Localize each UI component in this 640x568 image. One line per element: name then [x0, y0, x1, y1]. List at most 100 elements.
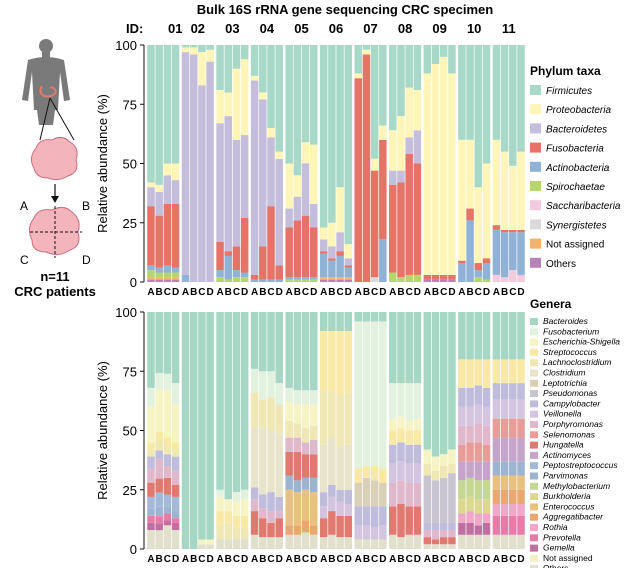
- stacked-bar: [240, 45, 249, 282]
- bar-segment: [397, 312, 405, 384]
- bar-segment: [344, 277, 353, 280]
- bar-segment: [163, 272, 172, 278]
- bar-segment: [198, 312, 206, 540]
- legend-label: Enterococcus: [543, 501, 595, 511]
- bar-segment: [482, 45, 491, 164]
- bar-segment: [336, 447, 344, 490]
- bar-segment: [232, 527, 241, 540]
- legend-swatch: [530, 328, 538, 336]
- sample-label: C: [267, 554, 274, 565]
- sample-label: C: [336, 287, 343, 298]
- stacked-bar: [147, 45, 155, 282]
- legend-label: Fusobacterium: [543, 326, 599, 336]
- bar-segment: [370, 277, 379, 282]
- bar-segment: [301, 454, 310, 478]
- stacked-bar: [474, 312, 483, 549]
- bar-segment: [216, 489, 224, 497]
- legend-swatch: [530, 462, 538, 470]
- legend-swatch: [530, 104, 541, 115]
- legend-title: Phylum taxa: [530, 64, 601, 78]
- bar-segment: [285, 208, 293, 228]
- sample-label: C: [164, 554, 171, 565]
- sample-label: A: [182, 554, 189, 565]
- bar-segment: [500, 461, 509, 476]
- bar-segment: [155, 530, 163, 549]
- patient-id-label: 06: [329, 21, 343, 36]
- sample-label: B: [397, 287, 404, 298]
- bar-segment: [397, 461, 405, 481]
- bar-segment: [181, 52, 190, 275]
- bar-segment: [482, 258, 491, 264]
- bar-segment: [509, 515, 517, 535]
- bar-segment: [500, 151, 509, 230]
- legend-swatch: [530, 410, 538, 418]
- bar-segment: [267, 312, 275, 372]
- bar-segment: [431, 312, 440, 457]
- bar-segment: [155, 523, 163, 531]
- bar-segment: [216, 270, 224, 278]
- bar-segment: [474, 461, 483, 481]
- y-tick-label: 25: [123, 216, 137, 231]
- bar-segment: [431, 45, 440, 64]
- bar-segment: [171, 518, 180, 523]
- bar-segment: [492, 534, 501, 549]
- bar-segment: [198, 45, 206, 53]
- bar-segment: [370, 45, 379, 159]
- bar-segment: [492, 418, 501, 438]
- bar-segment: [240, 59, 249, 136]
- bar-segment: [431, 470, 440, 481]
- bar-segment: [439, 530, 448, 538]
- bar-segment: [163, 506, 172, 514]
- bar-segment: [344, 503, 353, 516]
- stacked-bar: [509, 45, 517, 282]
- bar-segment: [147, 265, 155, 271]
- sample-label: B: [432, 554, 439, 565]
- bar-segment: [413, 506, 422, 535]
- bar-segment: [301, 312, 310, 391]
- bar-segment: [423, 463, 432, 476]
- bar-segment: [275, 511, 283, 519]
- sample-label: D: [207, 554, 214, 565]
- bar-segment: [509, 503, 517, 516]
- bar-segment: [482, 513, 491, 523]
- legend-swatch: [530, 85, 541, 95]
- bar-segment: [155, 516, 163, 524]
- bar-segment: [517, 461, 525, 476]
- bar-segment: [458, 444, 466, 462]
- legend-label: Campylobacter: [543, 398, 601, 408]
- stacked-bar: [336, 312, 344, 549]
- bar-segment: [492, 461, 501, 476]
- bar-segment: [389, 170, 397, 185]
- legend-label: Firmicutes: [546, 86, 592, 97]
- sample-label: C: [475, 554, 482, 565]
- bar-segment: [466, 208, 474, 221]
- bar-segment: [458, 461, 466, 481]
- stacked-bar: [328, 312, 336, 549]
- bar-segment: [310, 144, 318, 204]
- patient-id-label: 09: [432, 21, 446, 36]
- legend-label: Hungatella: [543, 440, 584, 450]
- bar-segment: [285, 227, 293, 278]
- bar-segment: [310, 45, 318, 145]
- bar-segment: [344, 244, 353, 259]
- bar-segment: [500, 534, 509, 549]
- bar-segment: [198, 539, 206, 545]
- bar-segment: [354, 482, 362, 507]
- bar-segment: [232, 68, 241, 140]
- bar-segment: [250, 279, 259, 282]
- bar-segment: [413, 482, 422, 507]
- sample-label: C: [302, 287, 309, 298]
- sample-label: A: [320, 287, 327, 298]
- bar-segment: [147, 206, 155, 266]
- bar-segment: [301, 489, 310, 521]
- bar-segment: [482, 480, 491, 500]
- legend-label: Not assigned: [543, 553, 593, 563]
- bar-segment: [448, 279, 456, 282]
- bar-segment: [163, 525, 172, 549]
- bar-segment: [466, 45, 474, 140]
- stacked-bar: [423, 312, 432, 549]
- sample-label: A: [251, 287, 258, 298]
- bar-segment: [328, 258, 336, 261]
- bar-segment: [147, 482, 155, 497]
- bar-segment: [389, 45, 397, 131]
